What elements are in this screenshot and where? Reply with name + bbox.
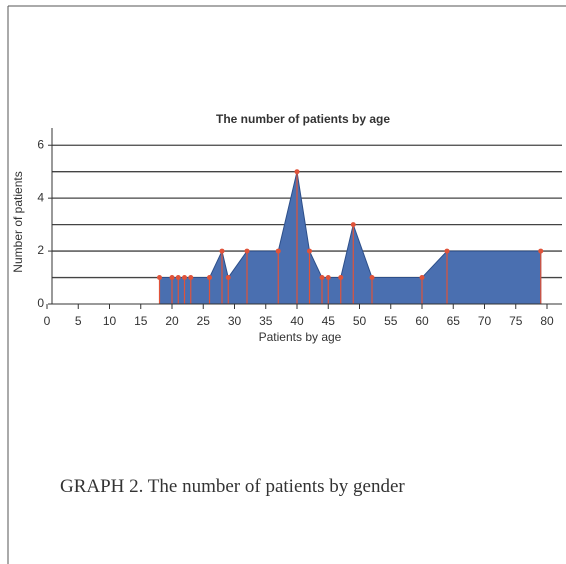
x-tick-label: 0 (44, 314, 51, 328)
x-tick-label: 25 (197, 314, 211, 328)
marker (169, 275, 175, 281)
marker (157, 275, 162, 281)
x-tick-label: 20 (165, 314, 179, 328)
y-axis-label: Number of patients (11, 171, 25, 272)
x-tick-label: 80 (540, 314, 554, 328)
marker (219, 248, 225, 254)
x-tick-label: 40 (290, 314, 304, 328)
x-tick-label: 70 (478, 314, 492, 328)
chart-title: The number of patients by age (216, 112, 390, 126)
marker (175, 275, 181, 281)
marker (294, 169, 300, 175)
marker (307, 248, 312, 254)
marker (444, 248, 450, 254)
marker (244, 248, 250, 254)
marker (350, 222, 356, 228)
marker (319, 275, 325, 281)
marker (182, 275, 187, 281)
area (159, 171, 542, 305)
caption: GRAPH 2. The number of patients by gende… (60, 476, 405, 497)
x-tick-label: 60 (415, 314, 429, 328)
marker (325, 275, 331, 281)
x-tick-label: 75 (509, 314, 523, 328)
y-tick-label: 6 (37, 137, 44, 151)
x-tick-label: 45 (322, 314, 336, 328)
x-axis-label: Patients by age (259, 330, 342, 344)
x-tick-label: 15 (134, 314, 148, 328)
marker (369, 275, 375, 281)
x-tick-label: 5 (75, 314, 82, 328)
marker (188, 275, 194, 281)
marker (225, 275, 231, 281)
marker (338, 275, 344, 281)
marker (538, 248, 544, 254)
x-tick-label: 50 (353, 314, 367, 328)
x-tick-label: 10 (103, 314, 117, 328)
x-tick-label: 65 (447, 314, 461, 328)
y-tick-label: 4 (37, 190, 44, 204)
x-tick-label: 55 (384, 314, 398, 328)
marker (207, 275, 212, 281)
y-tick-label: 2 (37, 243, 44, 257)
x-tick-label: 30 (228, 314, 242, 328)
x-tick-label: 35 (259, 314, 273, 328)
y-tick-label: 0 (37, 296, 44, 310)
marker (419, 275, 425, 281)
marker (275, 248, 281, 254)
